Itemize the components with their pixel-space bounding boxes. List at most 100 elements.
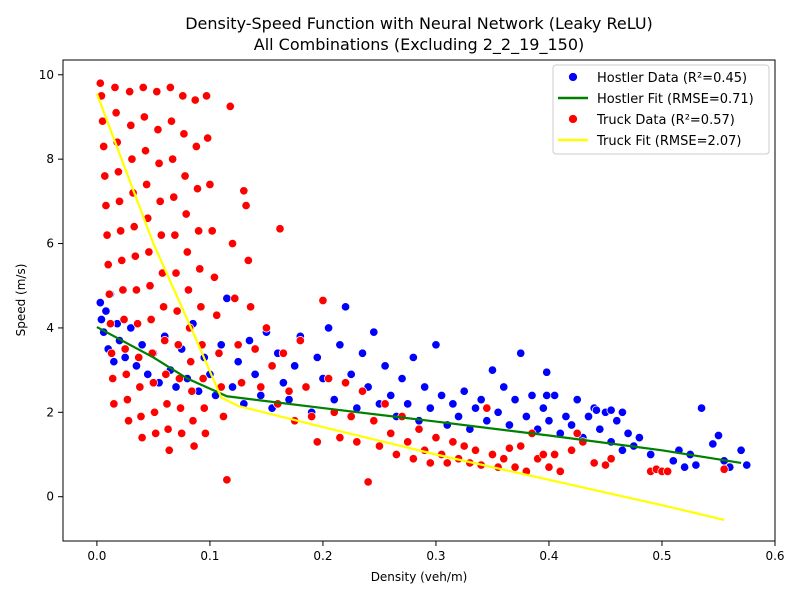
truck-data-point [414, 424, 424, 434]
truck-data-point [499, 454, 509, 464]
hostler-data-point [696, 403, 707, 413]
truck-data-point [719, 464, 729, 474]
truck-data-point [119, 314, 129, 325]
hostler-data-point [95, 298, 105, 308]
truck-data-point [544, 462, 554, 472]
truck-data-point [459, 441, 469, 451]
truck-data-point [555, 466, 565, 476]
truck-data-point [159, 302, 169, 312]
hostler-data-point [668, 456, 678, 466]
legend-label: Truck Data (R²=0.57) [596, 113, 735, 128]
y-tick-label: 10 [39, 68, 54, 82]
hostler-data-point [459, 386, 469, 396]
y-axis: 0 2 4 6 8 10 [39, 68, 63, 504]
truck-data-point [181, 209, 191, 219]
truck-data-point [214, 348, 224, 358]
truck-data-point [278, 348, 288, 358]
truck-fit-line [95, 93, 725, 521]
truck-data-point [138, 82, 148, 92]
hostler-data-point [708, 439, 718, 449]
truck-data-point [567, 445, 577, 455]
truck-data-point [470, 445, 481, 455]
truck-data-point [126, 120, 136, 130]
truck-data-point [189, 441, 199, 451]
truck-data-point [103, 260, 113, 270]
hostler-data-point [542, 390, 552, 400]
hostler-data-point [120, 352, 130, 363]
truck-data-point [261, 323, 271, 333]
truck-data-point [572, 428, 582, 438]
y-tick-label: 2 [46, 405, 54, 419]
hostler-data-point [510, 395, 520, 405]
truck-data-point [105, 319, 116, 329]
legend-label: Hostler Fit (RMSE=0.71) [597, 92, 754, 107]
truck-data-point [172, 306, 182, 316]
truck-data-point [374, 441, 384, 451]
truck-data-point [275, 224, 285, 234]
truck-data-point [169, 192, 179, 202]
hostler-data-point [324, 323, 334, 333]
hostler-data-point [623, 428, 633, 438]
truck-data-point [179, 129, 189, 139]
x-axis-label: Density (veh/m) [371, 570, 468, 584]
truck-data-point [200, 428, 210, 438]
truck-data-point [149, 407, 160, 417]
truck-data-point [130, 251, 140, 261]
truck-data-point [212, 310, 222, 320]
hostler-data-point [612, 416, 622, 426]
truck-data-point [205, 179, 215, 190]
truck-data-point [284, 386, 294, 396]
truck-data-point [114, 196, 125, 206]
truck-data-point [131, 285, 142, 295]
truck-data-point [142, 179, 152, 190]
truck-data-point [335, 433, 345, 443]
x-tick-label: 0.1 [200, 549, 219, 563]
hostler-data-point [499, 382, 509, 392]
truck-data-point [301, 382, 311, 392]
truck-data-point [118, 285, 128, 295]
chart-subtitle: All Combinations (Excluding 2_2_19_150) [254, 35, 585, 55]
truck-data-point [129, 222, 139, 232]
truck-data-point [550, 449, 560, 460]
truck-data-point [357, 386, 368, 396]
hostler-data-point [583, 411, 594, 422]
hostler-data-point [346, 369, 356, 379]
truck-data-point [153, 125, 163, 135]
truck-data-point [369, 416, 379, 426]
truck-data-point [101, 201, 111, 211]
scatter-layer [95, 78, 752, 487]
truck-data-point [246, 302, 256, 312]
y-tick-label: 8 [46, 152, 54, 166]
hostler-data-point [335, 340, 345, 350]
x-tick-label: 0.4 [539, 549, 558, 563]
truck-data-point [589, 458, 599, 468]
truck-data-point [403, 437, 413, 447]
x-tick-label: 0.2 [313, 549, 332, 563]
hostler-data-point [516, 348, 526, 358]
truck-data-point [380, 399, 390, 409]
truck-data-point [121, 369, 131, 379]
hostler-data-point [312, 352, 322, 363]
truck-data-point [155, 196, 165, 206]
truck-data-point [256, 382, 266, 392]
truck-data-point [133, 319, 143, 329]
hostler-data-point [606, 405, 616, 415]
hostler-data-point [448, 399, 458, 409]
truck-data-point [209, 272, 219, 282]
hostler-data-point [329, 395, 339, 405]
y-tick-label: 6 [46, 237, 54, 251]
truck-data-point [203, 133, 213, 143]
legend: Hostler Data (R²=0.45) Hostler Fit (RMSE=… [552, 64, 770, 155]
legend-box [552, 64, 770, 155]
truck-data-point [156, 230, 166, 240]
hostler-data-point [538, 403, 548, 413]
truck-data-point [160, 336, 170, 346]
truck-data-point [187, 386, 197, 396]
truck-data-point [504, 443, 514, 453]
truck-data-point [137, 433, 147, 443]
hostler-data-point [550, 390, 560, 400]
truck-data-point [346, 411, 356, 422]
hostler-data-point [646, 449, 656, 460]
truck-data-point [363, 477, 373, 487]
truck-data-point [186, 357, 196, 367]
